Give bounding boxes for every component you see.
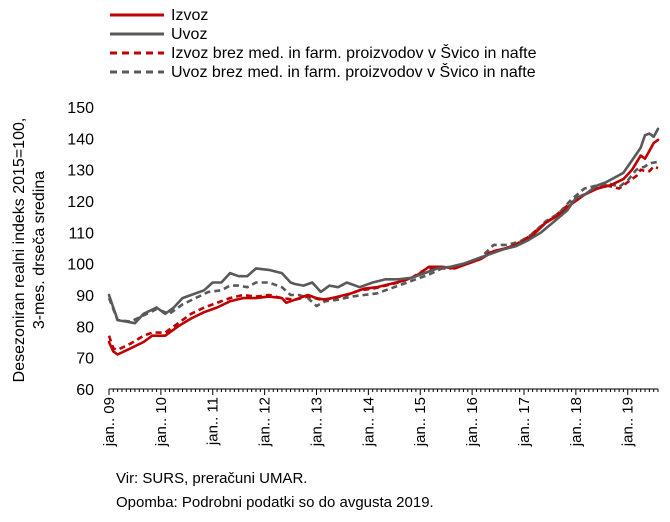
plot-area — [107, 127, 660, 356]
x-tick-label: jan.. 17 — [516, 397, 533, 447]
x-tick-label: jan.. 10 — [153, 397, 170, 447]
y-tick-label: 60 — [76, 382, 94, 399]
legend-label: Izvoz — [171, 7, 208, 24]
y-axis-title-line-2: 3-mes. drseča sredina — [31, 171, 48, 329]
x-tick-label: jan.. 16 — [464, 397, 481, 447]
y-tick-label: 70 — [76, 351, 94, 368]
x-tick-label: jan.. 14 — [360, 397, 377, 447]
series-line-3 — [107, 165, 659, 352]
x-tick-label: jan.. 12 — [257, 397, 274, 447]
x-tick-label: jan.. 13 — [308, 397, 325, 447]
x-tick-label: jan.. 11 — [205, 397, 222, 446]
x-tick-label: jan.. 15 — [412, 397, 429, 447]
y-tick-label: 140 — [67, 131, 94, 148]
source-note: Vir: SURS, preračuni UMAR. — [116, 470, 308, 487]
axes: 60 70 80 90 100 110 120 130 140 150 jan.. 09 jan.. … — [67, 100, 659, 447]
x-tick-label: jan.. 19 — [620, 397, 637, 447]
x-tick-label: jan.. 09 — [101, 397, 118, 447]
series-line-1 — [107, 138, 660, 356]
series-line-2 — [107, 127, 660, 325]
legend-label: Izvoz brez med. in farm. proizvodov v Šv… — [171, 43, 537, 62]
y-axis-title: Desezoniran realni indeks 2015=100, 3-me… — [11, 118, 48, 383]
y-axis-title-line-1: Desezoniran realni indeks 2015=100, — [11, 118, 28, 383]
y-tick-label: 100 — [67, 257, 94, 274]
footnote: Opomba: Podrobni podatki so do avgusta 2… — [116, 494, 434, 511]
y-tick-label: 90 — [76, 288, 94, 305]
y-tick-label: 80 — [76, 319, 94, 336]
y-tick-label: 110 — [68, 225, 94, 242]
y-tick-label: 120 — [67, 194, 94, 211]
series-line-4 — [107, 160, 659, 323]
y-tick-label: 150 — [67, 100, 94, 117]
x-tick-label: jan.. 18 — [568, 397, 585, 447]
legend-label: Uvoz — [171, 26, 207, 43]
y-tick-label: 130 — [67, 163, 94, 180]
legend-label: Uvoz brez med. in farm. proizvodov v Švi… — [171, 62, 536, 81]
